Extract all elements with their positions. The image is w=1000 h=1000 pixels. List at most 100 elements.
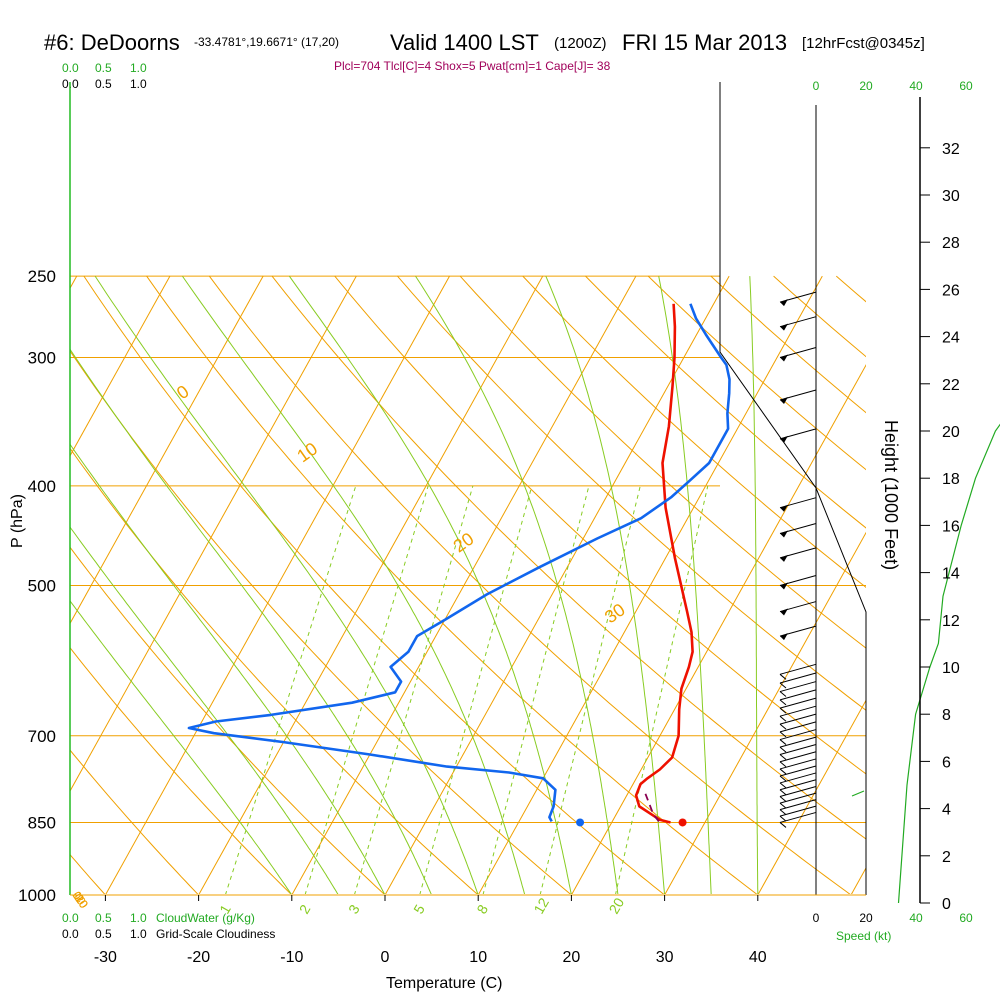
mixing-ratio-label-20: 20 (606, 895, 628, 917)
wind-barb-445 (779, 523, 817, 538)
pressure-tick-400: 400 (28, 477, 56, 496)
cloudiness-bottom-0: 0.0 (62, 927, 79, 941)
pressure-axis-label: P (hPa) (9, 494, 26, 548)
moist-adiabat-40 (749, 276, 759, 894)
height-tick-label-20: 20 (942, 424, 960, 441)
mixing-ratio-label-3: 3 (345, 902, 363, 917)
x-tick-label-20: 20 (563, 949, 581, 966)
x-tick-label-30: 30 (656, 949, 674, 966)
height-tick-label-14: 14 (942, 566, 960, 583)
moist-adiabat-30 (545, 275, 666, 894)
dry-adiabat-100 (522, 275, 866, 588)
cloudwater-scale-0: 0.0 (62, 61, 79, 75)
moist-adiabat-lines (70, 275, 759, 894)
mixing-ratio-line-20 (615, 485, 709, 894)
dry-adiabat-70 (334, 275, 866, 775)
isotherm--40 (70, 275, 357, 793)
station-coords: -33.4781°,19.6671° (17,20) (194, 35, 339, 49)
dry-adiabat--20 (70, 749, 199, 894)
cloudiness-bottom-2: 1.0 (130, 927, 147, 941)
moist-adiabat-20 (288, 275, 572, 894)
mixing-ratio-line-2 (304, 485, 429, 894)
wind-barb-330 (779, 389, 817, 405)
cloudwater-scale-1: 0.5 (95, 61, 112, 75)
height-tick-label-26: 26 (942, 282, 960, 299)
speed-tick-bottom-40: 40 (909, 911, 923, 925)
mixing-ratio-lines (225, 485, 709, 894)
cloudiness-scale-1: 0.5 (95, 77, 112, 91)
wind-barb-742 (779, 751, 817, 768)
wind-barb-560 (779, 625, 817, 641)
height-tick-label-10: 10 (942, 660, 960, 677)
pressure-ticks: 250 300 400 500 700 850 1000 (18, 267, 56, 905)
dry-adiabat-40 (146, 275, 758, 894)
wind-barb-646 (779, 689, 817, 706)
wind-barb-300 (779, 346, 817, 362)
cloudwater-bottom-1: 0.5 (95, 911, 112, 925)
wind-barb-682 (779, 713, 817, 730)
mixing-ratio-line-8 (482, 485, 590, 894)
pressure-tick-850: 850 (28, 813, 56, 832)
temperature-profile (634, 303, 694, 824)
moist-adiabat-35 (658, 276, 712, 894)
cloudiness-label: Grid-Scale Cloudiness (156, 927, 275, 941)
wind-panel-border (719, 82, 867, 895)
dry-adiabat-170 (962, 276, 1000, 895)
wind-barb-766 (779, 765, 817, 782)
dry-adiabat-label-20: 20 (450, 529, 478, 557)
speed-tick-bottom-20: 20 (859, 911, 873, 925)
pressure-tick-500: 500 (28, 577, 56, 596)
x-tick-label-0: 0 (381, 949, 390, 966)
mixing-ratio-label-12: 12 (530, 895, 552, 917)
sounding-profiles (187, 303, 731, 824)
speed-tick-top-60: 60 (959, 79, 973, 93)
wind-barbs (779, 291, 817, 828)
speed-axis-label: Speed (kt) (836, 929, 891, 943)
wind-barb-790 (779, 779, 817, 796)
height-tick-label-2: 2 (942, 849, 951, 866)
isotherm-40 (757, 699, 866, 894)
dry-adiabat-0 (70, 546, 385, 894)
parcel-profile (643, 789, 660, 822)
wind-barb-360 (779, 428, 817, 443)
wind-barb-500 (779, 575, 817, 590)
cloudwater-scale-2: 1.0 (130, 61, 147, 75)
height-tick-label-8: 8 (942, 707, 951, 724)
wind-barb-634 (779, 681, 817, 697)
height-tick-label-12: 12 (942, 613, 960, 630)
wind-barb-622 (779, 672, 817, 689)
mixing-ratio-line-5 (419, 485, 533, 894)
wind-barb-530 (779, 601, 817, 616)
cloudwater-label: CloudWater (g/Kg) (156, 911, 255, 925)
dry-adiabat-label-0: 0 (173, 381, 193, 403)
height-tick-label-28: 28 (942, 235, 960, 252)
temperature-ticks: -30 -20 -10 0 10 20 30 40 (94, 895, 767, 966)
x-tick-label-40: 40 (749, 949, 767, 966)
height-tick-label-30: 30 (942, 188, 960, 205)
x-tick-label--20: -20 (187, 949, 210, 966)
height-tick-label-18: 18 (942, 471, 960, 488)
moist-adiabat-15 (181, 275, 526, 894)
height-tick-label-16: 16 (942, 518, 960, 535)
isobar-lines (70, 275, 866, 823)
wind-barb-610 (779, 663, 817, 680)
isotherm--30 (105, 275, 450, 894)
cloudiness-scale-2: 1.0 (130, 77, 147, 91)
wind-barb-265 (779, 291, 817, 307)
height-tick-label-24: 24 (942, 330, 960, 347)
moist-adiabat-0 (70, 443, 386, 894)
wind-barb-718 (779, 736, 817, 753)
mixing-ratio-label-5: 5 (410, 902, 428, 917)
dry-adiabat-120 (647, 275, 866, 471)
mixing-ratio-line-12 (539, 485, 641, 894)
height-profile (851, 423, 1000, 904)
wind-barb-778 (779, 772, 817, 789)
isotherm--20 (198, 275, 544, 894)
wind-barb-730 (779, 744, 817, 760)
dry-adiabat-80 (397, 275, 866, 711)
x-tick-label-10: 10 (469, 949, 487, 966)
dry-adiabat-90 (459, 275, 866, 649)
